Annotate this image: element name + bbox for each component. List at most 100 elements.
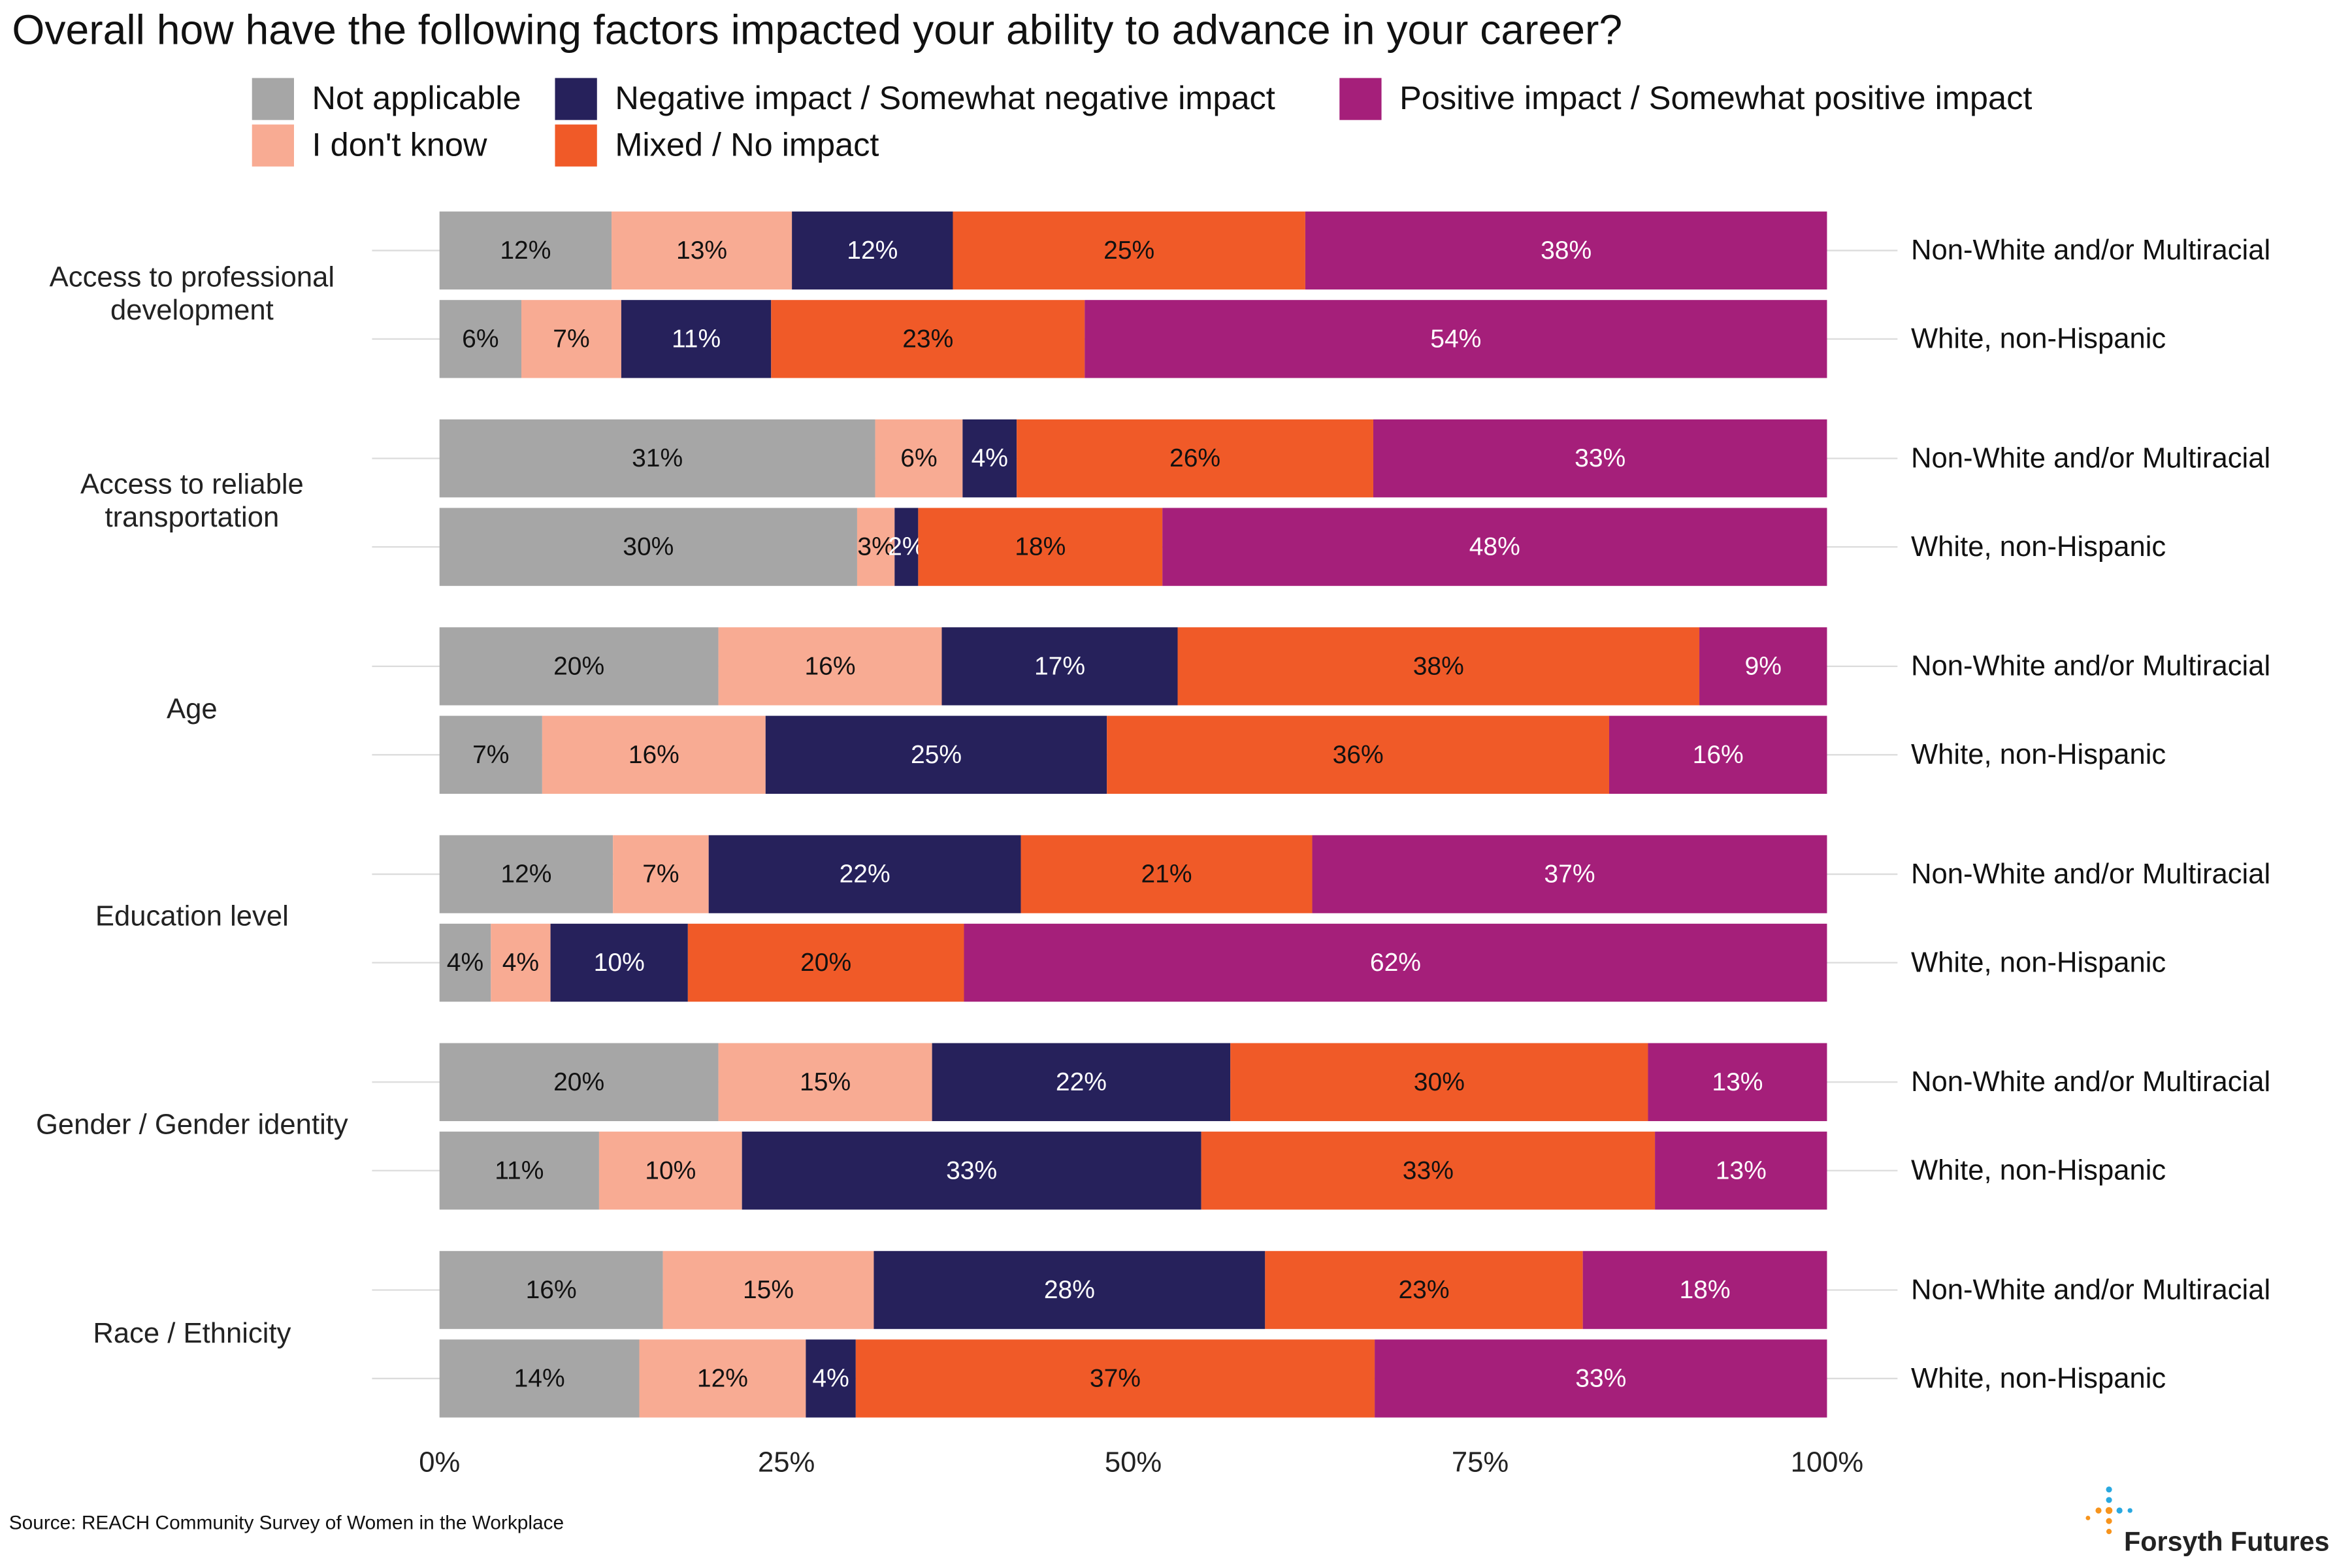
x-tick-label: 100% [1791,1446,1864,1478]
value-label: 12% [697,1365,748,1393]
value-label: 10% [594,949,645,977]
value-label: 54% [1430,325,1481,353]
legend-label: I don't know [312,125,487,163]
value-label: 30% [1414,1068,1465,1096]
value-label: 16% [629,741,679,769]
group-label: Non-White and/or Multiracial [1911,651,2270,682]
bar-segment [439,419,875,498]
bar-segment [1699,627,1827,706]
value-label: 7% [553,325,589,353]
category-label-box: Gender / Gender identity [35,1109,348,1141]
value-label: 14% [514,1365,565,1393]
value-label: 11% [672,325,721,353]
category-label: Race / Ethnicity [93,1317,291,1350]
value-label: 38% [1413,652,1464,680]
legend-swatch [555,124,597,167]
value-label: 33% [1403,1156,1454,1184]
bar-segment [708,835,1021,913]
value-label: 10% [645,1156,696,1184]
bar-segment [806,1339,856,1418]
bar-segment [1162,508,1827,586]
value-label: 4% [447,949,483,977]
bar-segment [687,923,964,1002]
category-label: Age [167,694,218,726]
value-label: 15% [800,1068,851,1096]
x-tick-label: 75% [1452,1446,1509,1478]
value-label: 30% [623,533,674,561]
bar-segment [765,715,1107,794]
bar-segment [718,1043,932,1121]
bar-segment [439,627,719,706]
bar-segment [874,1250,1266,1330]
bar-segment [1230,1043,1648,1121]
value-label: 26% [1169,444,1220,472]
value-label: 11% [495,1156,544,1184]
value-label: 20% [553,652,604,680]
category-label: Gender / Gender identity [35,1109,348,1141]
legend-swatch [252,124,294,167]
value-label: 28% [1044,1276,1095,1304]
category-label: Access to professional development [49,261,335,327]
bar-segment [439,1132,599,1210]
bar-segment [491,923,551,1002]
group-label: Non-White and/or Multiracial [1911,235,2270,266]
category-label-box: Education level [95,902,289,934]
bar-segment [439,300,522,378]
bar-segment [941,627,1178,706]
value-label: 4% [502,949,539,977]
group-label: White, non-Hispanic [1911,1363,2166,1394]
source-note: Source: REACH Community Survey of Women … [9,1512,564,1534]
logo-text: Forsyth Futures [2124,1526,2329,1556]
value-label: 25% [911,741,962,769]
value-label: 16% [804,652,855,680]
value-label: 22% [1056,1068,1107,1096]
value-label: 21% [1141,860,1192,889]
bar-segment [639,1339,806,1418]
value-label: 62% [1370,949,1421,977]
bar-segment [918,508,1163,586]
bar-segment [1021,835,1313,913]
x-tick-label: 0% [419,1446,460,1478]
value-label: 12% [500,237,551,265]
bar-segment [1609,715,1827,794]
bar-segment [439,1043,719,1121]
group-label: Non-White and/or Multiracial [1911,442,2270,474]
bar-segment [550,923,688,1002]
category-label: Education level [95,902,289,934]
bar-segment [1655,1132,1827,1210]
group-label: Non-White and/or Multiracial [1911,858,2270,890]
bar-segment [613,835,709,913]
value-label: 13% [676,237,727,265]
legend-label: Positive impact / Somewhat positive impa… [1399,79,2032,116]
legend-label: Mixed / No impact [615,125,879,163]
value-label: 17% [1034,652,1085,680]
value-label: 3% [857,533,894,561]
bar-segment [439,715,542,794]
value-label: 22% [840,860,890,889]
value-label: 4% [812,1365,849,1393]
value-label: 23% [902,325,953,353]
x-tick-label: 50% [1105,1446,1162,1478]
value-label: 33% [946,1156,997,1184]
chart-title: Overall how have the following factors i… [12,6,1622,53]
group-label: White, non-Hispanic [1911,323,2166,355]
bar-segment [857,508,895,586]
value-label: 25% [1103,237,1154,265]
bar-segment [439,508,857,586]
category-label-box: Age [167,694,218,726]
bar-segment [621,300,772,378]
value-label: 6% [462,325,498,353]
bar-segment [439,1339,640,1418]
legend-swatch [1339,78,1382,120]
bar-segment [932,1043,1231,1121]
bar-segment [742,1132,1201,1210]
value-label: 48% [1469,533,1520,561]
value-label: 9% [1745,652,1782,680]
value-label: 33% [1575,1365,1626,1393]
bar-segment [855,1339,1375,1418]
category-label-box: Race / Ethnicity [93,1317,291,1350]
value-label: 33% [1575,444,1625,472]
value-label: 12% [500,860,551,889]
value-label: 20% [553,1068,604,1096]
bar-segment [1177,627,1700,706]
